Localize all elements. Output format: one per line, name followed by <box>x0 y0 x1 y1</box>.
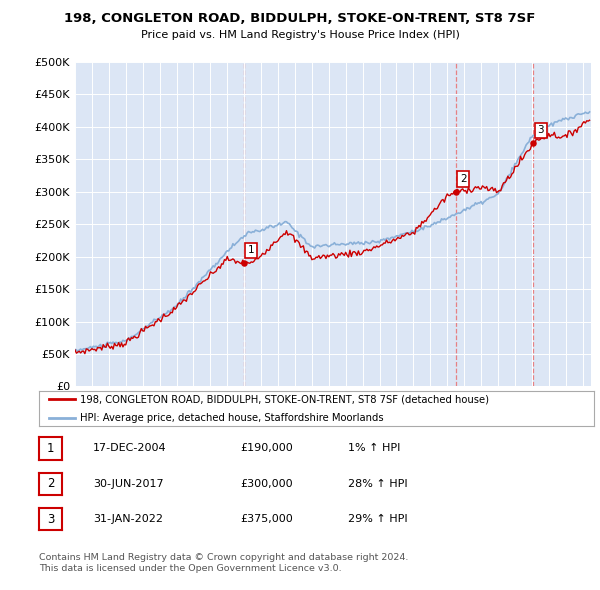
Text: 28% ↑ HPI: 28% ↑ HPI <box>348 479 407 489</box>
Text: 30-JUN-2017: 30-JUN-2017 <box>93 479 164 489</box>
Text: 3: 3 <box>47 513 54 526</box>
Point <box>529 139 538 148</box>
Text: 29% ↑ HPI: 29% ↑ HPI <box>348 514 407 524</box>
Text: 1: 1 <box>248 245 254 255</box>
Text: 17-DEC-2004: 17-DEC-2004 <box>93 444 167 453</box>
Point <box>451 187 460 196</box>
Point <box>239 258 248 268</box>
Text: £300,000: £300,000 <box>240 479 293 489</box>
Text: 3: 3 <box>538 125 544 135</box>
Text: 198, CONGLETON ROAD, BIDDULPH, STOKE-ON-TRENT, ST8 7SF (detached house): 198, CONGLETON ROAD, BIDDULPH, STOKE-ON-… <box>80 395 488 404</box>
Text: Price paid vs. HM Land Registry's House Price Index (HPI): Price paid vs. HM Land Registry's House … <box>140 30 460 40</box>
Text: £190,000: £190,000 <box>240 444 293 453</box>
Text: 2: 2 <box>47 477 54 490</box>
Text: 1% ↑ HPI: 1% ↑ HPI <box>348 444 400 453</box>
Text: 31-JAN-2022: 31-JAN-2022 <box>93 514 163 524</box>
Text: 1: 1 <box>47 442 54 455</box>
Text: 198, CONGLETON ROAD, BIDDULPH, STOKE-ON-TRENT, ST8 7SF: 198, CONGLETON ROAD, BIDDULPH, STOKE-ON-… <box>64 12 536 25</box>
Text: HPI: Average price, detached house, Staffordshire Moorlands: HPI: Average price, detached house, Staf… <box>80 413 383 423</box>
Text: 2: 2 <box>460 174 467 184</box>
Text: Contains HM Land Registry data © Crown copyright and database right 2024.
This d: Contains HM Land Registry data © Crown c… <box>39 553 409 573</box>
Text: £375,000: £375,000 <box>240 514 293 524</box>
